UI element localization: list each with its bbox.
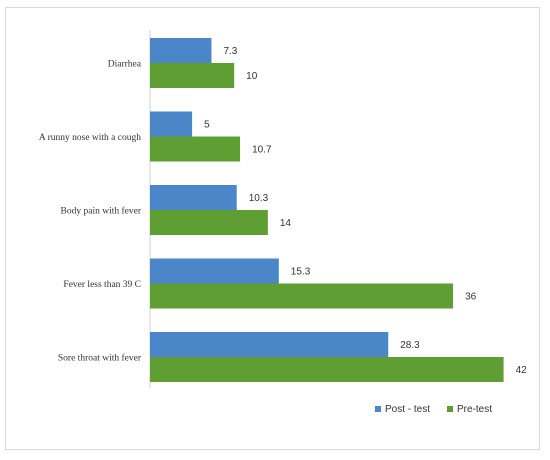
- bar-post-test: [150, 332, 389, 357]
- data-label: 28.3: [400, 340, 420, 351]
- value-labels: 7.3 10 5 10.7 10.3 14 15.3 36 28.3 42: [204, 46, 527, 376]
- bar-pre-test: [150, 136, 241, 162]
- data-label: 42: [516, 365, 528, 376]
- data-label: 15.3: [291, 267, 311, 278]
- category-label: A runny nose with a cough: [39, 133, 141, 143]
- category-labels: Diarrhea A runny nose with a cough Body pa…: [39, 60, 142, 364]
- bar-post-test: [150, 258, 279, 284]
- bar-pre-test: [150, 63, 235, 88]
- legend-swatch: [447, 406, 453, 412]
- bar-pre-test: [150, 357, 504, 382]
- data-label: 36: [465, 292, 477, 303]
- bar-pre-test: [150, 283, 454, 309]
- category-label: Sore throat with fever: [58, 353, 142, 364]
- bar-post-test: [150, 38, 212, 63]
- legend-entry: Pre-test: [457, 404, 492, 415]
- data-label: 5: [204, 120, 210, 131]
- category-label: Body pain with fever: [61, 206, 142, 217]
- data-label: 10: [246, 71, 258, 82]
- bar-pre-test: [150, 210, 268, 235]
- legend-entry: Post - test: [385, 404, 430, 415]
- data-label: 10.3: [249, 193, 269, 204]
- category-label: Fever less than 39 C: [63, 280, 141, 290]
- data-label: 10.7: [252, 145, 272, 156]
- bar-post-test: [150, 111, 193, 137]
- category-label: Diarrhea: [108, 60, 142, 70]
- data-label: 14: [280, 218, 292, 229]
- legend-swatch: [375, 406, 381, 412]
- legend: Post - test Pre-test: [375, 404, 492, 415]
- data-label: 7.3: [223, 46, 237, 57]
- bars-group: [150, 38, 504, 382]
- bar-post-test: [150, 185, 237, 210]
